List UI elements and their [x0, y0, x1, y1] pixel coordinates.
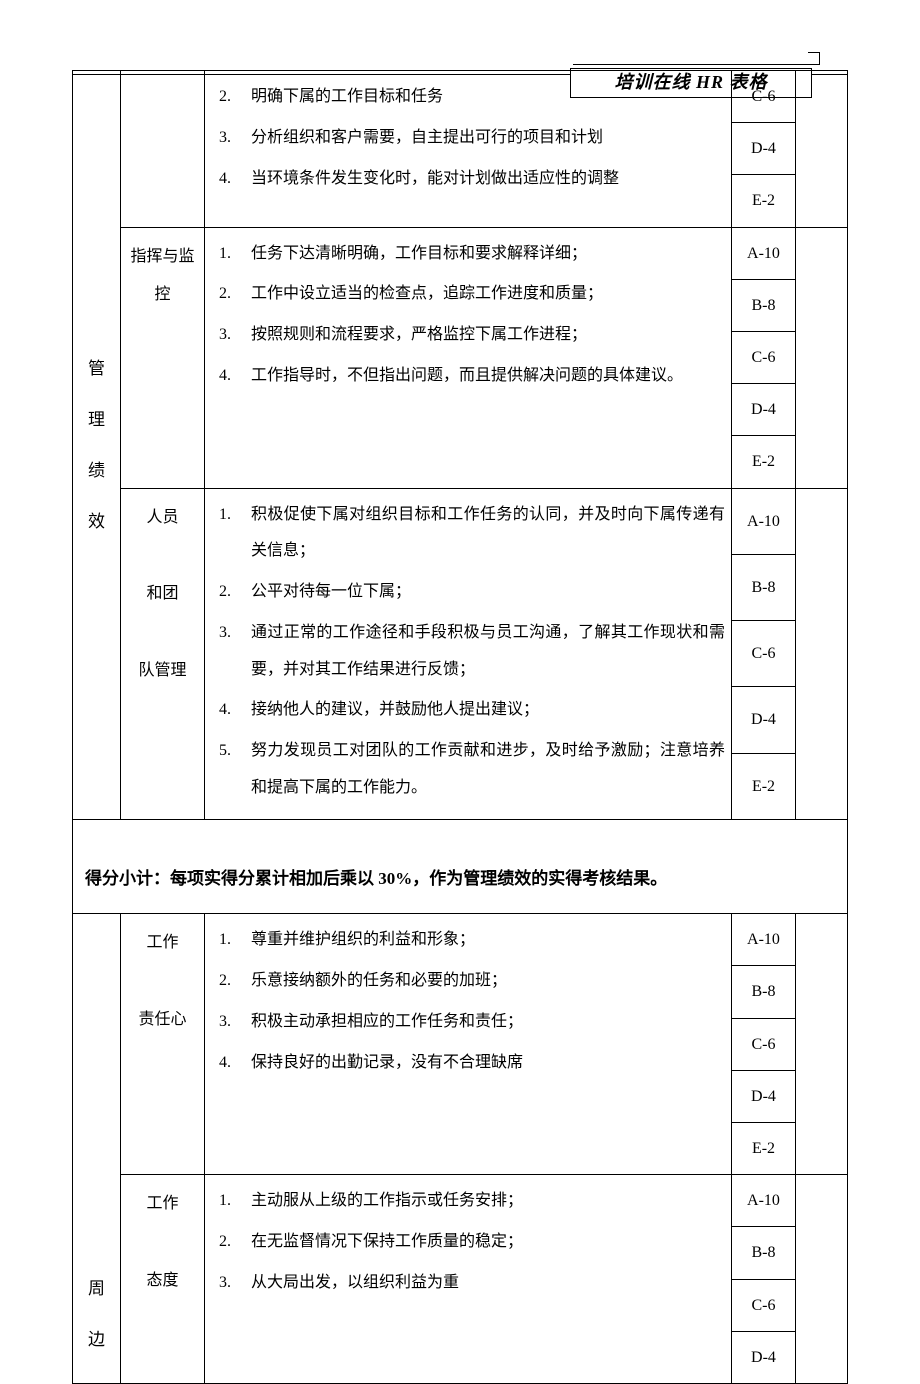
- spec-item: 主动服从上级的工作指示或任务安排；: [211, 1183, 725, 1220]
- grade-cell: E-2: [732, 436, 796, 488]
- spec-cell: 明确下属的工作目标和任务 分析组织和客户需要，自主提出可行的项目和计划 当环境条…: [205, 71, 732, 228]
- grade-cell: D-4: [732, 384, 796, 436]
- spec-item: 保持良好的出勤记录，没有不合理缺席: [211, 1045, 725, 1082]
- spec-item: 按照规则和流程要求，严格监控下属工作进程；: [211, 317, 725, 354]
- spec-item: 公平对待每一位下属；: [211, 574, 725, 611]
- grade-cell: E-2: [732, 175, 796, 227]
- spec-item: 尊重并维护组织的利益和形象；: [211, 922, 725, 959]
- spec-item: 积极主动承担相应的工作任务和责任；: [211, 1004, 725, 1041]
- spec-item: 通过正常的工作途径和手段积极与员工沟通，了解其工作现状和需要，并对其工作结果进行…: [211, 615, 725, 689]
- spec-item: 分析组织和客户需要，自主提出可行的项目和计划: [211, 120, 725, 157]
- corner-mark: [808, 52, 820, 64]
- spec-item: 积极促使下属对组织目标和工作任务的认同，并及时向下属传递有关信息；: [211, 497, 725, 571]
- grade-cell: D-4: [732, 1331, 796, 1383]
- spec-item: 任务下达清晰明确，工作目标和要求解释详细；: [211, 236, 725, 273]
- grade-cell: C-6: [732, 621, 796, 687]
- grade-cell: C-6: [732, 71, 796, 123]
- sub-label: [121, 71, 205, 228]
- spec-item: 在无监督情况下保持工作质量的稳定；: [211, 1224, 725, 1261]
- score-cell: [796, 1175, 848, 1384]
- spec-cell: 积极促使下属对组织目标和工作任务的认同，并及时向下属传递有关信息； 公平对待每一…: [205, 488, 732, 819]
- spec-item: 努力发现员工对团队的工作贡献和进步，及时给予激励；注意培养和提高下属的工作能力。: [211, 733, 725, 807]
- grade-cell: A-10: [732, 488, 796, 554]
- grade-cell: D-4: [732, 1070, 796, 1122]
- sub-label: 指挥与监控: [121, 227, 205, 488]
- grade-cell: A-10: [732, 914, 796, 966]
- sub-label: 工作态度: [121, 1175, 205, 1384]
- sub-label: 人员和团队管理: [121, 488, 205, 819]
- score-cell: [796, 71, 848, 228]
- sub-label: 工作责任心: [121, 914, 205, 1175]
- subtotal-cell: 得分小计：每项实得分累计相加后乘以 30%，作为管理绩效的实得考核结果。: [73, 819, 848, 913]
- grade-cell: B-8: [732, 1227, 796, 1279]
- grade-cell: D-4: [732, 123, 796, 175]
- spec-item: 明确下属的工作目标和任务: [211, 79, 725, 116]
- grade-cell: C-6: [732, 1279, 796, 1331]
- grade-cell: B-8: [732, 554, 796, 620]
- spec-item: 工作中设立适当的检查点，追踪工作进度和质量；: [211, 276, 725, 313]
- grade-cell: C-6: [732, 331, 796, 383]
- score-cell: [796, 914, 848, 1175]
- grade-cell: E-2: [732, 753, 796, 819]
- grade-cell: B-8: [732, 966, 796, 1018]
- spec-cell: 尊重并维护组织的利益和形象； 乐意接纳额外的任务和必要的加班； 积极主动承担相应…: [205, 914, 732, 1175]
- category-label: 周边: [73, 914, 121, 1384]
- grade-cell: E-2: [732, 1123, 796, 1175]
- grade-cell: A-10: [732, 1175, 796, 1227]
- category-label: 管理绩效: [73, 71, 121, 820]
- grade-cell: D-4: [732, 687, 796, 753]
- grade-cell: A-10: [732, 227, 796, 279]
- spec-item: 从大局出发，以组织利益为重: [211, 1265, 725, 1302]
- grade-cell: B-8: [732, 279, 796, 331]
- spec-item: 工作指导时，不但指出问题，而且提供解决问题的具体建议。: [211, 358, 725, 395]
- spec-cell: 任务下达清晰明确，工作目标和要求解释详细； 工作中设立适当的检查点，追踪工作进度…: [205, 227, 732, 488]
- spec-cell: 主动服从上级的工作指示或任务安排； 在无监督情况下保持工作质量的稳定； 从大局出…: [205, 1175, 732, 1384]
- score-cell: [796, 488, 848, 819]
- assessment-table: 管理绩效 明确下属的工作目标和任务 分析组织和客户需要，自主提出可行的项目和计划…: [72, 70, 848, 1384]
- spec-item: 乐意接纳额外的任务和必要的加班；: [211, 963, 725, 1000]
- spec-item: 接纳他人的建议，并鼓励他人提出建议；: [211, 692, 725, 729]
- spec-item: 当环境条件发生变化时，能对计划做出适应性的调整: [211, 161, 725, 198]
- score-cell: [796, 227, 848, 488]
- grade-cell: C-6: [732, 1018, 796, 1070]
